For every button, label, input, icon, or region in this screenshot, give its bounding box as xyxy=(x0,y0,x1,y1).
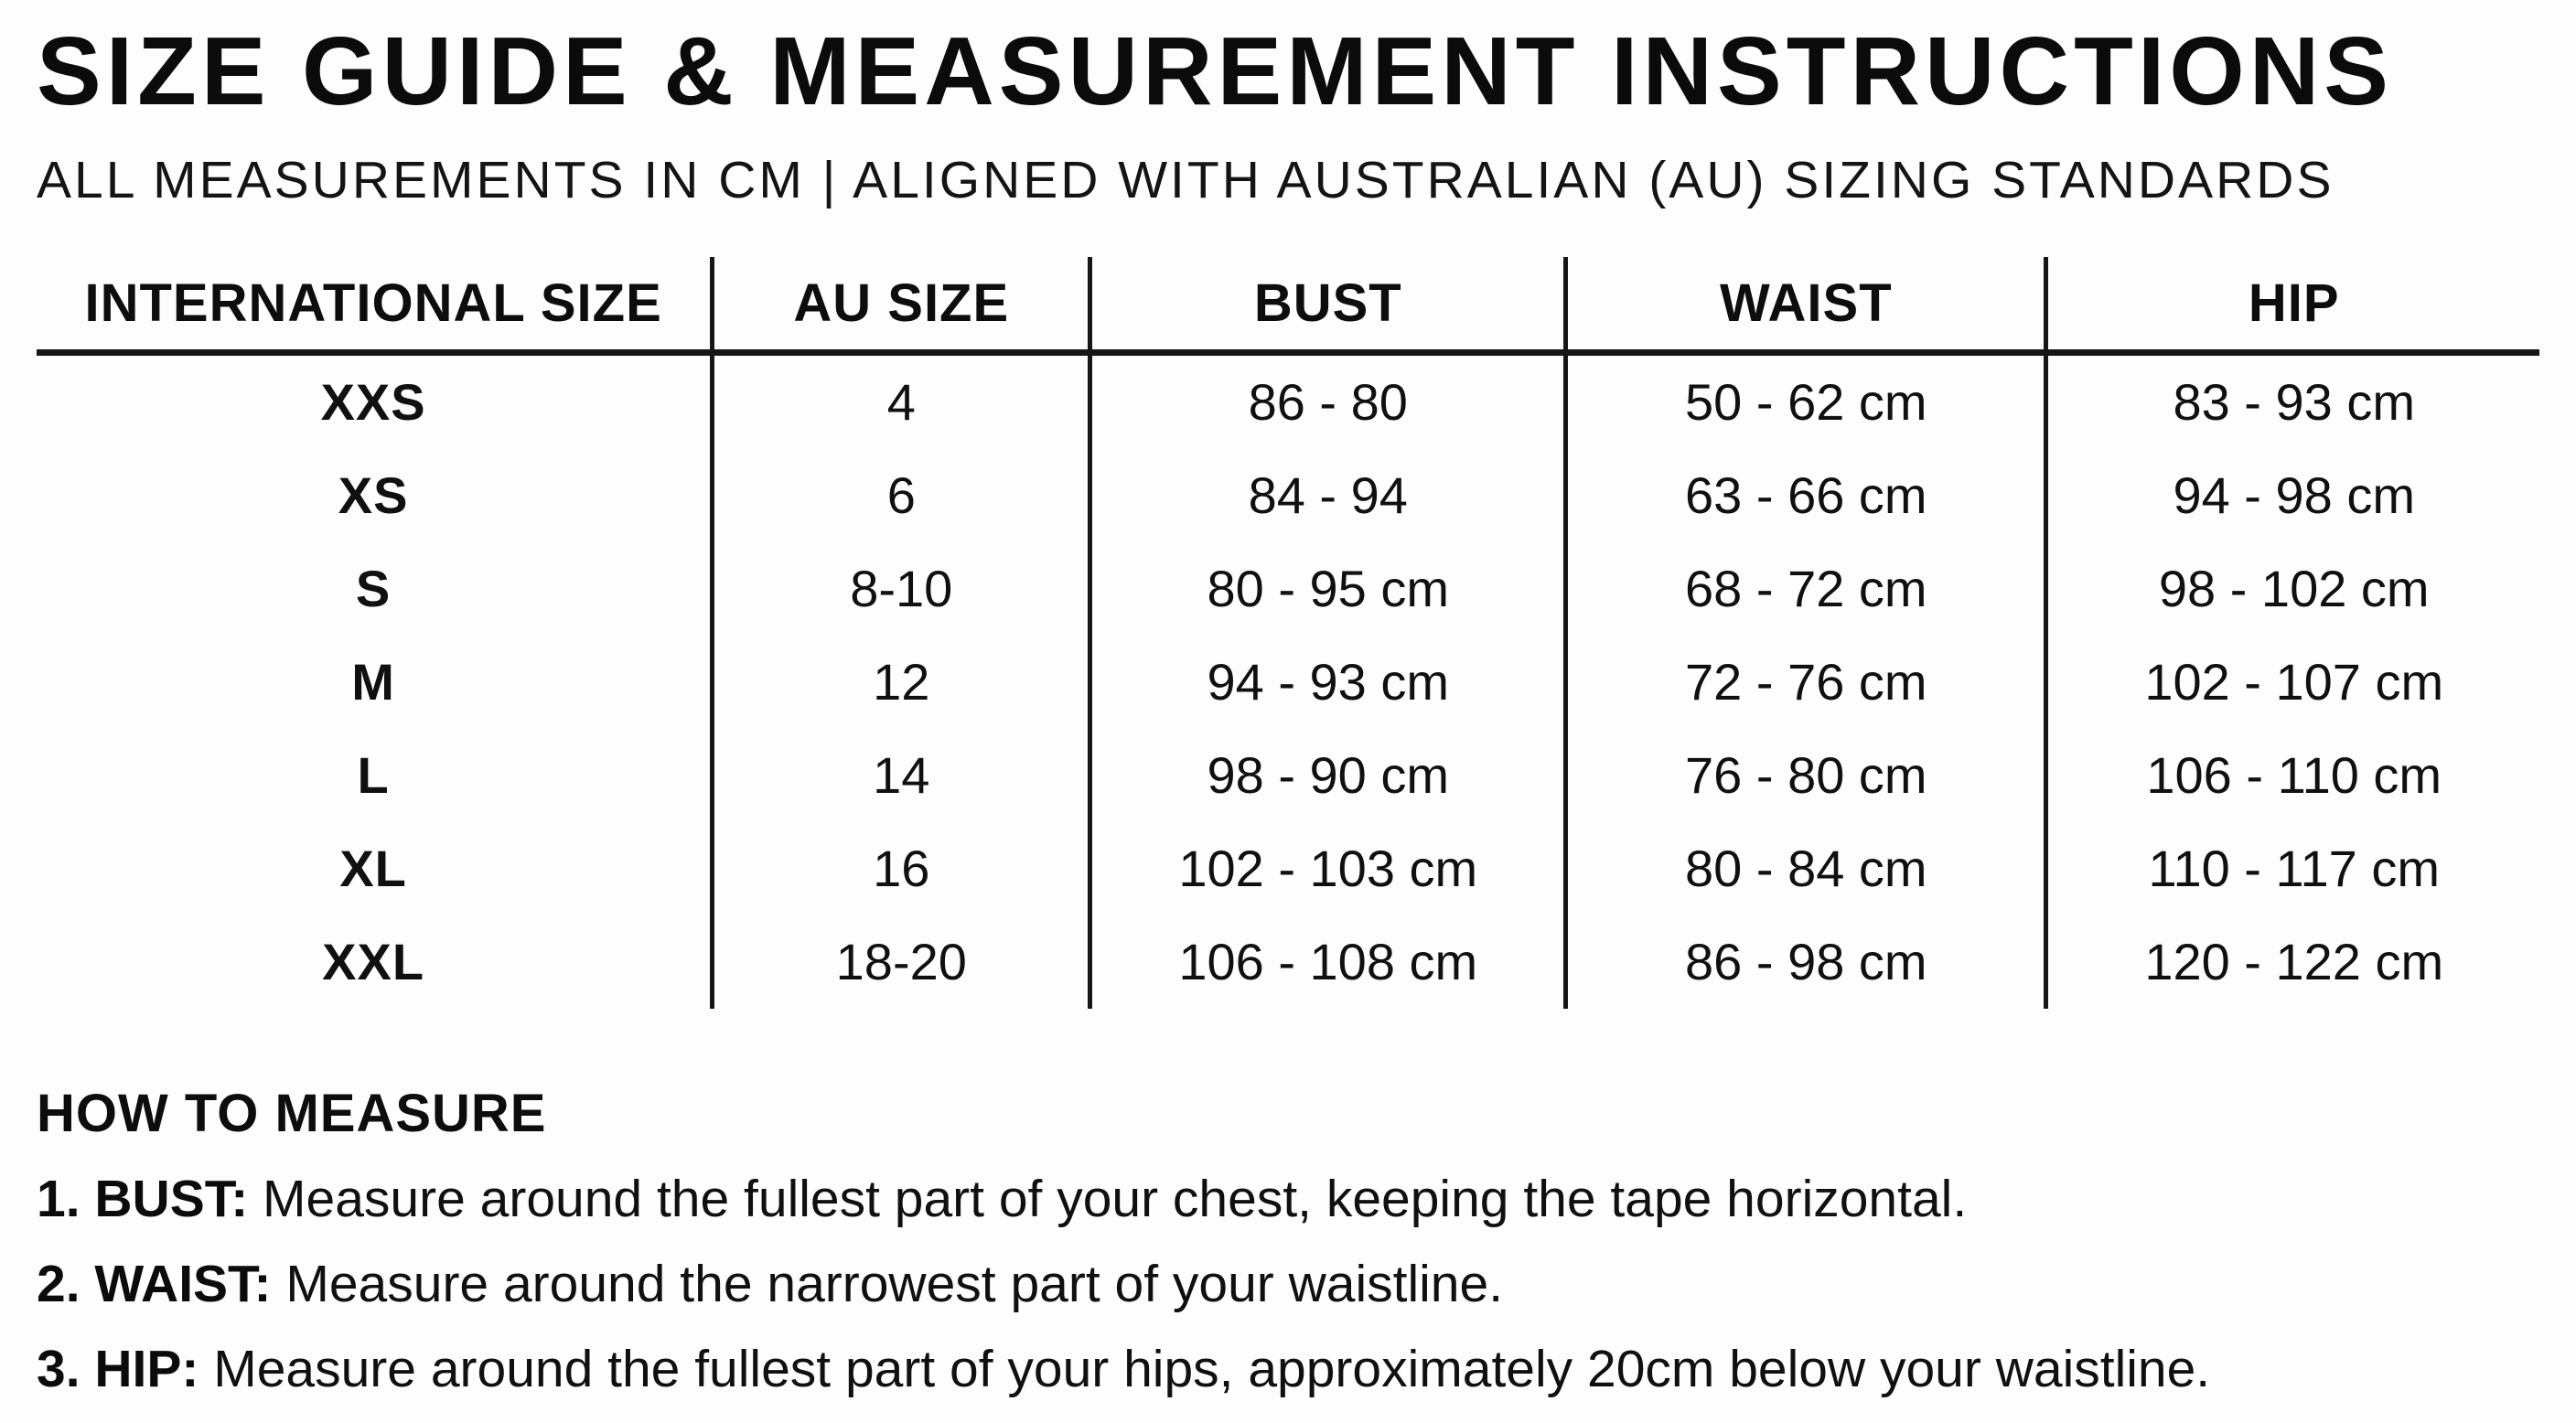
cell-hip: 102 - 107 cm xyxy=(2044,635,2539,729)
cell-waist: 72 - 76 cm xyxy=(1563,635,2046,729)
cell-au-size: 18-20 xyxy=(710,915,1090,1009)
cell-hip: 94 - 98 cm xyxy=(2044,448,2539,542)
measure-step-bust-label: 1. BUST: xyxy=(37,1169,249,1228)
cell-waist: 68 - 72 cm xyxy=(1563,541,2046,636)
cell-hip: 106 - 110 cm xyxy=(2044,728,2539,822)
cell-international-size: XXL xyxy=(322,933,425,991)
measure-step-hip-text: Measure around the fullest part of your … xyxy=(199,1339,2211,1398)
col-header-au-size: AU SIZE xyxy=(710,256,1090,356)
cell-international-size: S xyxy=(355,560,392,618)
size-table-header-row: INTERNATIONAL SIZE AU SIZE BUST WAIST HI… xyxy=(37,256,2539,356)
cell-international-size: XXS xyxy=(320,373,426,432)
cell-hip: 110 - 117 cm xyxy=(2044,821,2539,915)
cell-waist: 86 - 98 cm xyxy=(1563,915,2046,1009)
table-row-l: L 14 98 - 90 cm 76 - 80 cm 106 - 110 cm xyxy=(37,728,2539,822)
cell-bust: 106 - 108 cm xyxy=(1088,915,1566,1009)
col-header-waist: WAIST xyxy=(1563,256,2046,356)
measure-step-bust: 1. BUST: Measure around the fullest part… xyxy=(37,1169,2539,1228)
col-header-international-size: INTERNATIONAL SIZE xyxy=(37,256,713,356)
table-row-s: S 8-10 80 - 95 cm 68 - 72 cm 98 - 102 cm xyxy=(37,541,2539,636)
measure-step-waist-text: Measure around the narrowest part of you… xyxy=(271,1254,1504,1313)
size-guide-page: SIZE GUIDE & MEASUREMENT INSTRUCTIONS AL… xyxy=(0,18,2576,1423)
col-header-bust: BUST xyxy=(1088,256,1566,356)
cell-international-size: L xyxy=(357,746,390,805)
cell-waist: 76 - 80 cm xyxy=(1563,728,2046,822)
table-row-xs: XS 6 84 - 94 63 - 66 cm 94 - 98 cm xyxy=(37,448,2539,542)
cell-bust: 94 - 93 cm xyxy=(1088,635,1566,729)
cell-waist: 50 - 62 cm xyxy=(1563,352,2046,449)
cell-au-size: 14 xyxy=(710,728,1090,822)
cell-au-size: 6 xyxy=(710,448,1090,542)
cell-au-size: 4 xyxy=(710,352,1090,449)
cell-bust: 84 - 94 xyxy=(1088,448,1566,542)
cell-au-size: 8-10 xyxy=(710,541,1090,636)
cell-hip: 98 - 102 cm xyxy=(2044,541,2539,636)
cell-bust: 102 - 103 cm xyxy=(1088,821,1566,915)
page-subtitle: ALL MEASUREMENTS IN CM | ALIGNED WITH AU… xyxy=(37,150,2334,209)
how-to-measure-heading: HOW TO MEASURE xyxy=(37,1083,547,1143)
cell-international-size: XS xyxy=(338,466,409,525)
cell-waist: 63 - 66 cm xyxy=(1563,448,2046,542)
how-to-measure-section: HOW TO MEASURE 1. BUST: Measure around t… xyxy=(37,1083,2539,1396)
cell-au-size: 12 xyxy=(710,635,1090,729)
size-table: INTERNATIONAL SIZE AU SIZE BUST WAIST HI… xyxy=(37,256,2539,1009)
measure-step-bust-text: Measure around the fullest part of your … xyxy=(248,1169,1968,1228)
table-row-xl: XL 16 102 - 103 cm 80 - 84 cm 110 - 117 … xyxy=(37,821,2539,915)
cell-bust: 80 - 95 cm xyxy=(1088,541,1566,636)
cell-waist: 80 - 84 cm xyxy=(1563,821,2046,915)
table-row-xxl: XXL 18-20 106 - 108 cm 86 - 98 cm 120 - … xyxy=(37,915,2539,1009)
cell-hip: 120 - 122 cm xyxy=(2044,915,2539,1009)
cell-bust: 86 - 80 xyxy=(1088,352,1566,449)
measure-step-waist: 2. WAIST: Measure around the narrowest p… xyxy=(37,1254,2539,1313)
measure-step-hip: 3. HIP: Measure around the fullest part … xyxy=(37,1343,2539,1396)
cell-international-size: M xyxy=(351,653,395,712)
table-row-xxs: XXS 4 86 - 80 50 - 62 cm 83 - 93 cm xyxy=(37,352,2539,449)
cell-hip: 83 - 93 cm xyxy=(2044,352,2539,449)
page-title: SIZE GUIDE & MEASUREMENT INSTRUCTIONS xyxy=(37,17,2394,125)
col-header-hip: HIP xyxy=(2044,256,2539,356)
cell-international-size: XL xyxy=(339,840,407,898)
measure-step-waist-label: 2. WAIST: xyxy=(37,1254,272,1313)
cell-au-size: 16 xyxy=(710,821,1090,915)
cell-bust: 98 - 90 cm xyxy=(1088,728,1566,822)
measure-step-hip-label: 3. HIP: xyxy=(37,1339,199,1398)
table-row-m: M 12 94 - 93 cm 72 - 76 cm 102 - 107 cm xyxy=(37,635,2539,729)
